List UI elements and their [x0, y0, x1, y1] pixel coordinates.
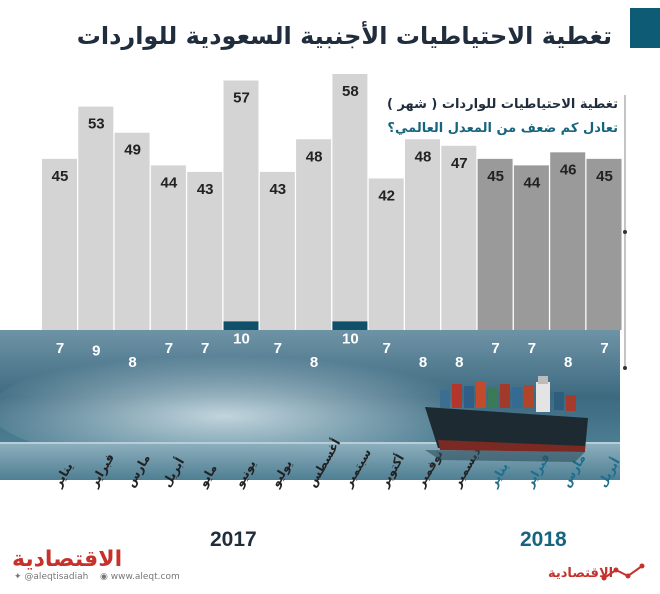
- months-bar: [477, 158, 513, 330]
- year-2018-label: 2018: [520, 528, 567, 551]
- ratio-value-label: 7: [528, 340, 536, 357]
- ratio-value-label: 7: [56, 340, 64, 357]
- ratio-value-label: 7: [383, 340, 391, 357]
- brand-logo-left: الاقتصادية: [12, 547, 123, 572]
- website-link[interactable]: ◉ www.aleqt.com: [100, 572, 180, 582]
- page-title: تغطية الاحتياطيات الأجنبية السعودية للوا…: [76, 22, 612, 50]
- months-value-label: 44: [524, 174, 541, 191]
- months-bar: [78, 106, 114, 330]
- months-value-label: 48: [415, 148, 432, 165]
- months-value-label: 57: [233, 89, 250, 106]
- title-accent-bar: [630, 8, 660, 48]
- months-value-label: 53: [88, 116, 105, 133]
- months-value-label: 45: [52, 168, 69, 185]
- legend-ratio-label: تعادل كم ضعف من المعدل العالمي؟: [387, 121, 618, 136]
- months-bar: [42, 158, 77, 330]
- year-2017-label: 2017: [210, 528, 257, 551]
- months-value-label: 43: [269, 181, 286, 198]
- ratio-value-label: 7: [165, 340, 173, 357]
- months-bar: [513, 165, 549, 330]
- months-value-label: 45: [487, 168, 504, 185]
- ratio-value-label: 9: [92, 342, 100, 359]
- months-bar: [150, 165, 186, 330]
- ratio-value-label: 8: [310, 354, 318, 371]
- ratio-value-label: 10: [233, 330, 250, 347]
- globe-icon: ◉: [100, 572, 108, 582]
- months-value-label: 46: [560, 161, 577, 178]
- months-bar: [114, 132, 150, 330]
- months-value-label: 43: [197, 181, 214, 198]
- ratio-value-label: 8: [128, 354, 136, 371]
- twitter-icon: ✦: [14, 572, 22, 582]
- ratio-highlight-bar: [332, 321, 368, 330]
- axis-dot-months: [623, 230, 627, 234]
- ratio-value-label: 8: [564, 354, 572, 371]
- legend-months-label: تغطية الاحتياطيات للواردات ( شهر ): [386, 97, 618, 112]
- months-value-label: 58: [342, 83, 359, 100]
- ratio-highlight-bar: [223, 321, 259, 330]
- months-bar: [259, 171, 295, 330]
- ratio-value-label: 10: [342, 330, 359, 347]
- brand-logo-right: الاقتصادية: [548, 566, 614, 581]
- months-value-label: 45: [596, 168, 613, 185]
- axis-dot-ratio: [623, 366, 627, 370]
- months-bar: [332, 73, 368, 331]
- ratio-value-label: 7: [600, 340, 608, 357]
- months-bar: [223, 80, 259, 331]
- months-value-label: 48: [306, 148, 323, 165]
- months-value-label: 44: [161, 174, 178, 191]
- ratio-value-label: 7: [491, 340, 499, 357]
- months-value-label: 47: [451, 155, 468, 172]
- months-bar: [405, 139, 440, 330]
- ratio-value-label: 8: [419, 354, 427, 371]
- months-bar: [586, 158, 622, 330]
- months-bar: [368, 178, 404, 330]
- ratio-value-label: 7: [201, 340, 209, 357]
- months-value-label: 49: [124, 142, 141, 159]
- cargo-ship-illustration: [425, 376, 588, 462]
- ratio-value-label: 8: [455, 354, 463, 371]
- months-bar: [296, 139, 332, 330]
- months-bar: [441, 145, 477, 330]
- brand-line-icon: [601, 563, 645, 581]
- twitter-handle: ✦ @aleqtisadiah: [14, 572, 89, 582]
- months-value-label: 42: [378, 187, 395, 204]
- months-bar: [187, 171, 223, 330]
- ratio-value-label: 7: [274, 340, 282, 357]
- months-bar: [550, 152, 586, 330]
